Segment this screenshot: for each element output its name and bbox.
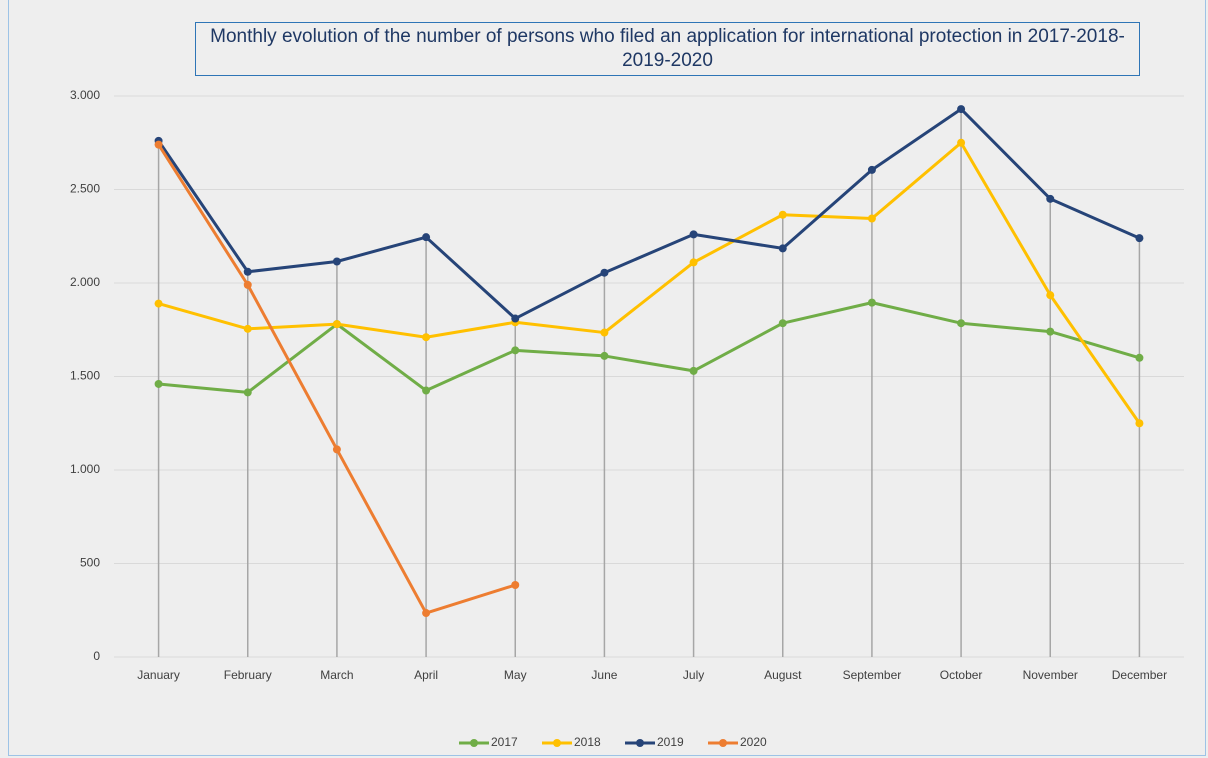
x-tick-label: July [683,668,704,682]
x-tick-label: April [414,668,438,682]
point [511,314,520,323]
legend-swatch-dot [636,739,644,747]
point [332,445,341,454]
point [1135,234,1144,243]
point [867,298,876,307]
point [332,257,341,266]
legend-label: 2017 [491,735,518,749]
point [154,140,163,149]
legend-label: 2020 [740,735,767,749]
y-tick-label: 3.000 [70,88,100,102]
series-line [157,107,1141,321]
point [957,138,966,147]
x-tick-label: September [843,668,902,682]
x-tick-label: December [1112,668,1167,682]
legend-label: 2018 [574,735,601,749]
point [1135,419,1144,428]
y-tick-label: 2.000 [70,275,100,289]
point [332,320,341,329]
y-tick-label: 0 [93,649,100,663]
y-tick-label: 500 [80,556,100,570]
point [867,165,876,174]
legend-swatch-dot [470,739,478,747]
x-tick-label: February [224,668,272,682]
point [1046,291,1055,300]
point [422,233,431,242]
point [243,280,252,289]
point [511,346,520,355]
point [778,319,787,328]
point [600,268,609,277]
point [867,214,876,223]
x-tick-label: June [591,668,617,682]
x-tick-label: October [940,668,983,682]
series-line [158,141,1141,425]
point [154,379,163,388]
point [957,319,966,328]
point [154,299,163,308]
point [1135,353,1144,362]
point [600,351,609,360]
legend-swatch-dot [719,739,727,747]
x-tick-label: March [320,668,353,682]
x-tick-label: January [137,668,180,682]
series-line [158,301,1140,394]
point [778,244,787,253]
point [1046,327,1055,336]
y-tick-label: 2.500 [70,182,100,196]
x-tick-label: November [1023,668,1078,682]
point [600,328,609,337]
point [689,366,698,375]
x-tick-label: May [504,668,527,682]
point [422,333,431,342]
point [243,324,252,333]
point [689,230,698,239]
point [689,258,698,267]
legend-swatch-dot [553,739,561,747]
point [778,210,787,219]
point [511,581,520,590]
chart-title: Monthly evolution of the number of perso… [195,22,1140,76]
point [422,386,431,395]
point [243,388,252,397]
point [957,105,966,114]
y-tick-label: 1.000 [70,462,100,476]
point [422,609,431,618]
y-tick-label: 1.500 [70,369,100,383]
x-tick-label: August [764,668,802,682]
point [243,267,252,276]
point [1046,194,1055,203]
legend-label: 2019 [657,735,684,749]
frame [8,0,1206,756]
